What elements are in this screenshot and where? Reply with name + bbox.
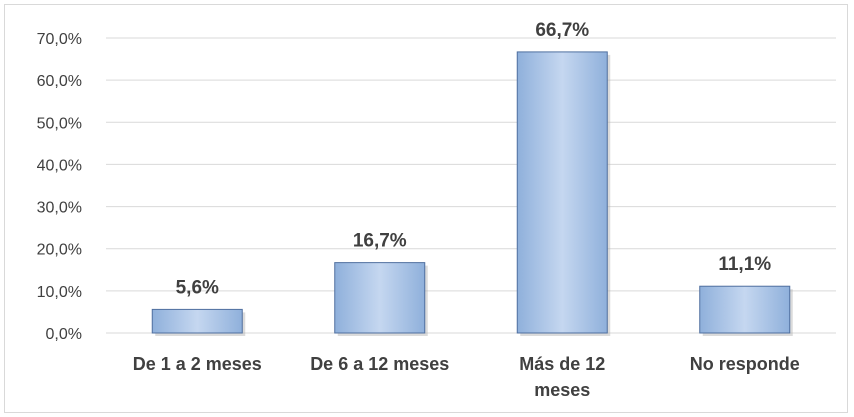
y-tick-label: 70,0% bbox=[37, 31, 82, 48]
y-tick-label: 60,0% bbox=[37, 73, 82, 90]
category-label-line: meses bbox=[534, 380, 590, 400]
bar bbox=[516, 51, 608, 334]
y-tick-label: 20,0% bbox=[37, 242, 82, 259]
category-label-line: Más de 12 bbox=[519, 354, 605, 374]
y-axis-ticks: 0,0% 10,0% 20,0% 30,0% 40,0% 50,0% 60,0% 70,0% bbox=[37, 31, 82, 343]
category-label: De 6 a 12 meses bbox=[310, 354, 449, 374]
y-tick-label: 50,0% bbox=[37, 115, 82, 132]
y-tick-label: 0,0% bbox=[46, 326, 82, 343]
y-tick-label: 30,0% bbox=[37, 200, 82, 217]
data-label: 5,6% bbox=[176, 277, 219, 298]
y-tick-label: 40,0% bbox=[37, 157, 82, 174]
category-label-line: De 6 a 12 meses bbox=[310, 354, 449, 374]
data-label: 66,7% bbox=[535, 20, 589, 41]
category-label-line: De 1 a 2 meses bbox=[133, 354, 262, 374]
category-label-line: No responde bbox=[690, 354, 800, 374]
data-label: 11,1% bbox=[718, 254, 771, 275]
category-label: No responde bbox=[690, 354, 800, 374]
data-labels: 5,6% 16,7% 66,7% 11,1% bbox=[176, 20, 772, 298]
bars bbox=[151, 51, 793, 337]
bar bbox=[151, 308, 243, 334]
category-label: De 1 a 2 meses bbox=[133, 354, 262, 374]
bar bbox=[699, 285, 791, 334]
data-label: 16,7% bbox=[353, 231, 407, 252]
chart-frame bbox=[4, 4, 848, 413]
category-labels: De 1 a 2 meses De 6 a 12 meses Más de 12 me… bbox=[133, 354, 800, 400]
category-label: Más de 12 meses bbox=[519, 354, 605, 400]
bar bbox=[334, 262, 426, 334]
y-tick-label: 10,0% bbox=[37, 284, 82, 301]
